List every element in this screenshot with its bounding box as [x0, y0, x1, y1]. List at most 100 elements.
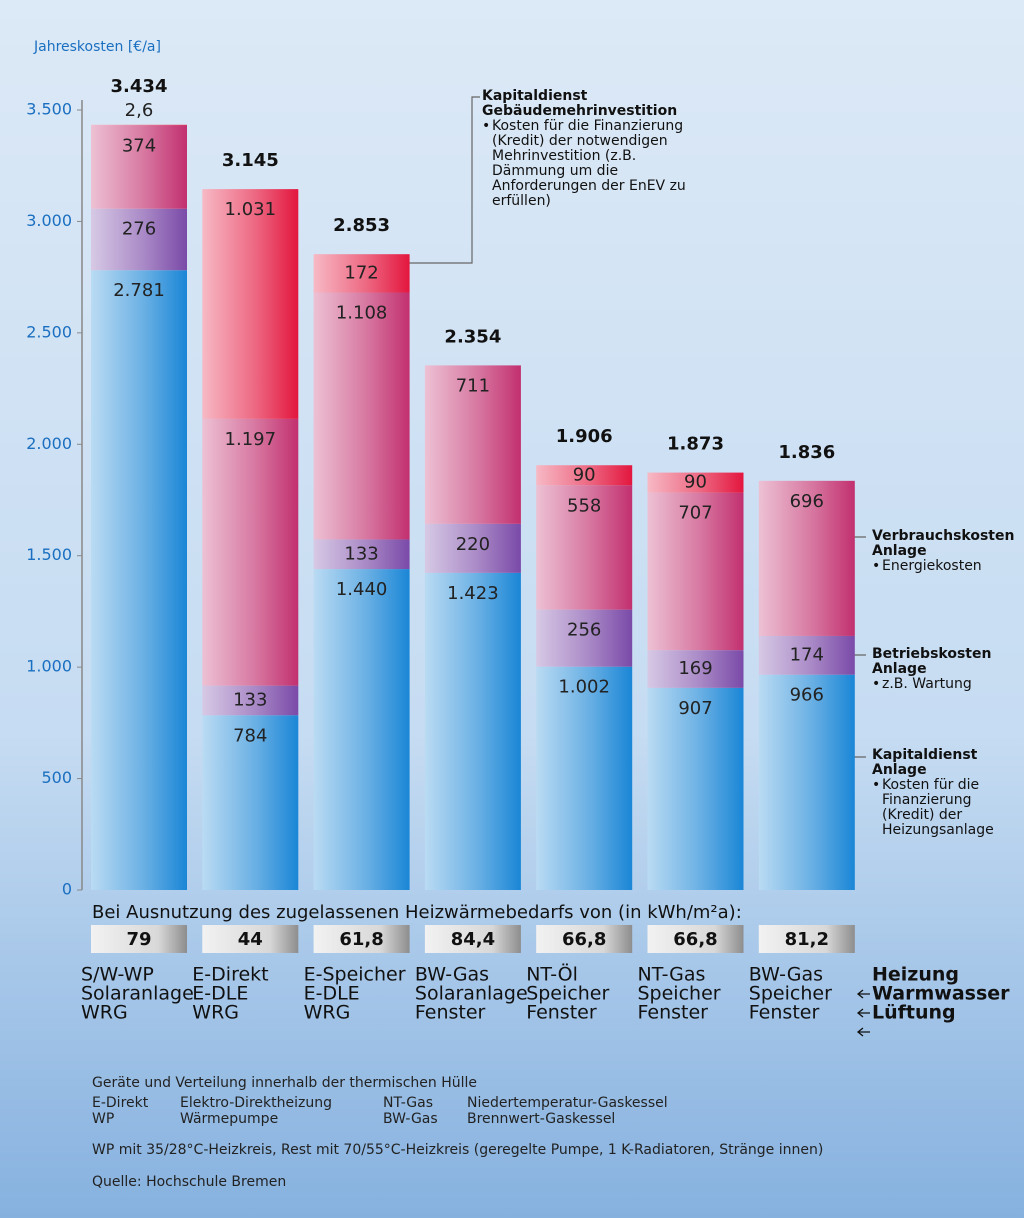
total-label: 3.434 [111, 76, 168, 97]
value-label: 1.197 [225, 429, 277, 450]
series-name: Betriebskosten Anlage [872, 647, 1012, 677]
abbr-text: Brennwert-Gaskessel [467, 1111, 615, 1127]
note: WP mit 35/28°C-Heizkreis, Rest mit 70/55… [92, 1142, 823, 1158]
series-annotation: Verbrauchskosten Anlage•Energiekosten [872, 529, 1012, 574]
bar-segment [536, 667, 632, 890]
series-description: Energiekosten [882, 559, 982, 574]
row-arrows [858, 990, 870, 1036]
arrow [858, 1028, 870, 1036]
total-label: 2.853 [333, 215, 390, 236]
value-label: 374 [122, 135, 156, 156]
description-row: •Energiekosten [872, 559, 1012, 574]
value-label: 1.002 [558, 677, 610, 698]
series-annotation: Kapitaldienst Anlage•Kosten für die Fina… [872, 748, 1012, 838]
connector [402, 97, 480, 263]
bullet: • [872, 559, 882, 574]
value-label: 169 [678, 658, 712, 679]
abbr-text: Wärmepumpe [180, 1111, 278, 1127]
abbr: BW-Gas [383, 1111, 438, 1127]
page: Jahreskosten [€/a] Bei Ausnutzung des zu… [0, 0, 1024, 1218]
description-row: •z.B. Wartung [872, 677, 1012, 692]
bar-segment [202, 419, 298, 686]
value-label: 220 [456, 534, 490, 555]
y-tick-label: 1.500 [26, 545, 72, 564]
series-description: Kosten für die Finanzierung (Kredit) der… [882, 778, 1012, 838]
demand-label: 44 [238, 929, 263, 950]
value-label: 2.781 [113, 280, 165, 301]
total-label: 1.906 [556, 426, 613, 447]
demand-label: 81,2 [785, 929, 829, 950]
value-label: 90 [684, 472, 707, 493]
y-tick-label: 3.000 [26, 211, 72, 230]
total-label: 1.836 [778, 442, 835, 463]
description-row: •Kosten für die Finanzierung (Kredit) de… [482, 119, 712, 209]
series-name: Verbrauchskosten Anlage [872, 529, 1012, 559]
value-label: 1.423 [447, 583, 499, 604]
value-label: 907 [678, 698, 712, 719]
y-tick-label: 2.500 [26, 322, 72, 341]
footnote-title: Geräte und Verteilung innerhalb der ther… [92, 1075, 477, 1091]
value-label: 966 [790, 685, 824, 706]
value-label: 707 [678, 503, 712, 524]
total-label: 2.354 [444, 326, 501, 347]
value-label: 1.108 [336, 303, 388, 324]
abbr: NT-Gas [383, 1095, 433, 1111]
series-name: Kapitaldienst Gebäudemehrinvestition [482, 89, 712, 119]
value-label: 174 [790, 644, 824, 665]
y-tick-label: 1.000 [26, 657, 72, 676]
series-name: Kapitaldienst Anlage [872, 748, 1012, 778]
value-label: 1.440 [336, 579, 388, 600]
series-description: z.B. Wartung [882, 677, 972, 692]
series-annotation: Betriebskosten Anlage•z.B. Wartung [872, 647, 1012, 692]
category-label: Fenster [638, 1002, 709, 1024]
arrow [858, 990, 870, 998]
demand-label: 66,8 [562, 929, 606, 950]
bar-segment [91, 125, 187, 126]
value-label: 133 [233, 689, 267, 710]
demand-title: Bei Ausnutzung des zugelassenen Heizwärm… [92, 902, 742, 923]
value-label: 1.031 [225, 199, 277, 220]
bullet: • [872, 677, 882, 692]
abbr: WP [92, 1111, 114, 1127]
arrow [858, 1009, 870, 1017]
category-label: WRG [192, 1002, 239, 1024]
total-label: 1.873 [667, 434, 724, 455]
source: Quelle: Hochschule Bremen [92, 1174, 286, 1190]
description-row: •Kosten für die Finanzierung (Kredit) de… [872, 778, 1012, 838]
category-label: WRG [81, 1002, 128, 1024]
bullet: • [872, 778, 882, 838]
value-label: 90 [573, 464, 596, 485]
bar-segment [91, 270, 187, 890]
y-axis-label: Jahreskosten [€/a] [33, 39, 161, 55]
bar-segment [202, 189, 298, 419]
category-label: Fenster [749, 1002, 820, 1024]
value-label: 133 [344, 543, 378, 564]
value-label: 696 [790, 491, 824, 512]
value-label: 256 [567, 620, 601, 641]
total-label: 3.145 [222, 150, 279, 171]
bar-segment [759, 675, 855, 890]
demand-label: 79 [126, 929, 151, 950]
value-label: 711 [456, 375, 490, 396]
y-tick-label: 2.000 [26, 434, 72, 453]
bullet: • [482, 119, 492, 209]
value-label: 2,6 [125, 100, 154, 121]
demand-label: 61,8 [339, 929, 383, 950]
value-label: 172 [344, 262, 378, 283]
series-description: Kosten für die Finanzierung (Kredit) der… [492, 119, 712, 209]
bar-segment [314, 293, 410, 540]
value-label: 558 [567, 495, 601, 516]
y-tick-label: 3.500 [26, 100, 72, 119]
category-label: Fenster [415, 1002, 486, 1024]
demand-label: 66,8 [673, 929, 717, 950]
y-tick-label: 500 [41, 768, 72, 787]
value-label: 276 [122, 219, 156, 240]
abbr: E-Direkt [92, 1095, 149, 1111]
y-tick-label: 0 [62, 880, 72, 899]
category-label: WRG [304, 1002, 351, 1024]
bar-segment [314, 569, 410, 890]
abbr-text: Niedertemperatur-Gaskessel [467, 1095, 668, 1111]
row-label: Lüftung [872, 1002, 956, 1024]
bar-segment [425, 573, 521, 890]
series-annotation: Kapitaldienst Gebäudemehrinvestition•Kos… [482, 89, 712, 209]
